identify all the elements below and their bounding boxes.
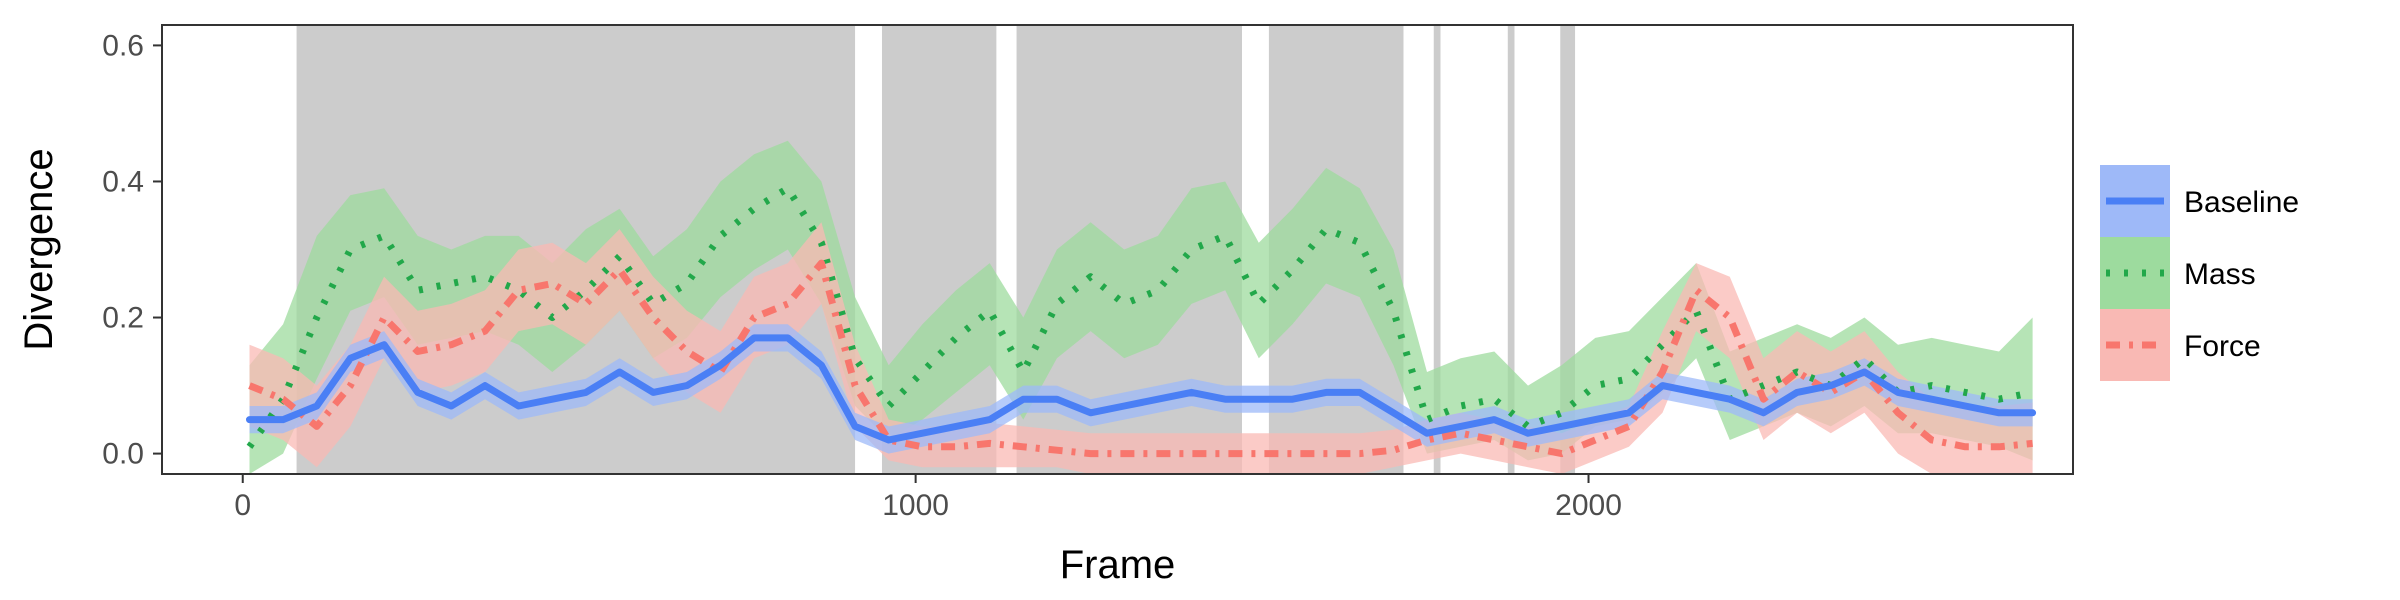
y-axis-title: Divergence: [17, 148, 61, 350]
legend: Baseline Mass Force: [2100, 165, 2299, 381]
y-tick-label: 0.2: [102, 302, 144, 335]
shaded-region-5: [1507, 25, 1515, 474]
x-tick-label: 1000: [882, 489, 949, 522]
legend-key-mass: [2100, 237, 2170, 309]
y-tick-label: 0.6: [102, 29, 144, 62]
ribbon-force: [249, 222, 2033, 474]
plot-panel-border: [161, 24, 2074, 475]
x-tick-label: 0: [234, 489, 251, 522]
legend-item-baseline: Baseline: [2100, 165, 2299, 237]
line-baseline: [246, 334, 2037, 444]
x-tick-label: 2000: [1555, 489, 1622, 522]
shaded-region-4: [1433, 25, 1441, 474]
x-axis-title: Frame: [1060, 543, 1176, 587]
y-tick-label: 0.4: [102, 165, 144, 198]
legend-item-mass: Mass: [2100, 237, 2256, 309]
axes: 0 1000 2000 0.0 0.2 0.4 0.6: [102, 29, 1622, 522]
legend-label-baseline: Baseline: [2184, 186, 2299, 219]
line-force: [248, 259, 2033, 458]
legend-label-force: Force: [2184, 330, 2261, 363]
legend-label-mass: Mass: [2184, 258, 2256, 291]
legend-item-force: Force: [2100, 309, 2261, 381]
series-lines: [246, 184, 2037, 458]
y-tick-label: 0.0: [102, 438, 144, 471]
